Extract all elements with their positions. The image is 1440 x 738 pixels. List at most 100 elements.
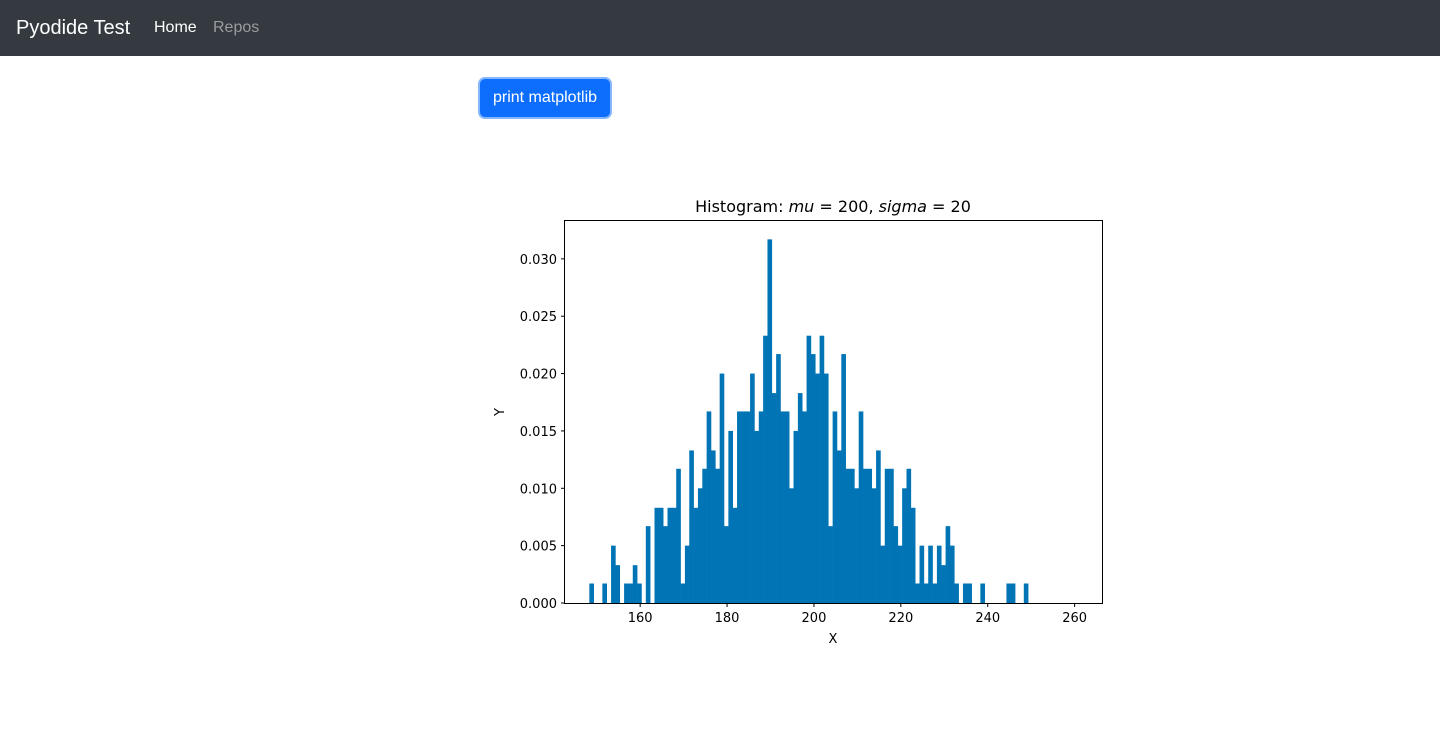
histogram-bar	[741, 411, 747, 603]
histogram-bar	[967, 583, 972, 603]
x-tick-label: 220	[888, 611, 913, 626]
histogram-bar	[684, 545, 690, 603]
x-tick-label: 160	[628, 611, 653, 626]
histogram-bar	[624, 583, 629, 603]
histogram-bar	[863, 468, 868, 603]
histogram-bar	[923, 583, 929, 603]
nav-repos-link[interactable]: Repos	[213, 19, 260, 36]
histogram-bar	[628, 583, 634, 603]
y-tick-label: 0.030	[520, 253, 557, 268]
histogram-bar	[693, 507, 699, 603]
chart-title-mu: mu	[789, 197, 815, 216]
histogram-bar	[754, 430, 760, 603]
histogram-bar	[1023, 583, 1029, 603]
histogram-bar	[776, 354, 781, 603]
histogram-bar	[750, 373, 755, 603]
y-tick-label: 0.005	[520, 540, 557, 555]
histogram-bar	[767, 239, 773, 603]
histogram-bar	[611, 545, 616, 603]
histogram-bar	[954, 583, 959, 603]
histogram-bar	[719, 373, 725, 603]
histogram-bar	[836, 450, 842, 603]
histogram-bar	[737, 411, 742, 603]
nav-home-link[interactable]: Home	[154, 19, 197, 36]
histogram-bar	[845, 468, 851, 603]
histogram-bar	[724, 526, 729, 603]
histogram-bar	[645, 526, 651, 603]
histogram-chart: Histogram: mu = 200, sigma = 20 160 180 20…	[493, 197, 1103, 647]
histogram-bar	[906, 468, 912, 603]
histogram-bar	[828, 526, 833, 603]
histogram-bar	[1006, 583, 1012, 603]
histogram-bar	[810, 354, 816, 603]
histogram-bar	[867, 468, 873, 603]
y-axis-label: Y	[493, 408, 508, 417]
histogram-bar	[689, 450, 694, 603]
histogram-bar	[663, 526, 668, 603]
histogram-bar	[710, 450, 716, 603]
histogram-bar	[745, 411, 751, 603]
histogram-bar	[697, 488, 703, 603]
histogram-bar	[763, 335, 768, 603]
histogram-bar	[871, 488, 877, 603]
brand-link[interactable]: Pyodide Test	[16, 17, 131, 39]
histogram-bar	[823, 373, 829, 603]
histogram-bar	[928, 545, 933, 603]
histogram-bar	[671, 507, 677, 603]
histogram-bar	[706, 411, 712, 603]
histogram-bar	[632, 565, 638, 603]
histogram-bar	[880, 545, 886, 603]
histogram-bar	[615, 565, 621, 603]
x-axis-label: X	[829, 632, 838, 647]
histogram-bar	[876, 450, 881, 603]
histogram-bar	[962, 583, 968, 603]
histogram-bar	[858, 411, 864, 603]
histogram-bar	[802, 411, 807, 603]
histogram-bar	[732, 507, 738, 603]
histogram-bar	[915, 583, 920, 603]
x-tick-label: 200	[802, 611, 827, 626]
histogram-bar	[936, 545, 942, 603]
histogram-bar	[676, 468, 681, 603]
histogram-bar	[667, 507, 673, 603]
histogram-bar	[1010, 583, 1016, 603]
histogram-bar	[932, 583, 938, 603]
histogram-bar	[884, 468, 890, 603]
histogram-bar	[589, 583, 594, 603]
histogram-bar	[728, 430, 733, 603]
chart-title-sigma-value: = 20	[927, 197, 971, 216]
histogram-bar	[910, 507, 916, 603]
histogram-bar	[793, 430, 799, 603]
histogram-bar	[902, 488, 907, 603]
y-tick-label: 0.025	[520, 310, 557, 325]
histogram-bar	[637, 583, 642, 603]
histogram-bar	[949, 545, 955, 603]
plot-frame	[564, 220, 1103, 604]
histogram-bar	[919, 545, 925, 603]
histogram-bar	[702, 468, 707, 603]
histogram-bar	[780, 411, 786, 603]
histogram-bar	[897, 545, 903, 603]
y-tick-label: 0.010	[520, 482, 557, 497]
chart-title-mu-value: = 200,	[814, 197, 878, 216]
histogram-bar	[658, 507, 664, 603]
x-axis-ticks: 160 180 200 220 240 260	[628, 603, 1087, 626]
histogram-bar	[680, 583, 686, 603]
histogram-bar	[850, 468, 855, 603]
histogram-bar	[654, 507, 660, 603]
histogram-bar	[889, 468, 894, 603]
histogram-bar	[945, 526, 951, 603]
histogram-bar	[854, 488, 859, 603]
histogram-bar	[832, 411, 838, 603]
histogram-bars	[589, 239, 1029, 603]
y-tick-label: 0.015	[520, 425, 557, 440]
print-matplotlib-button[interactable]: print matplotlib	[480, 79, 610, 117]
histogram-bar	[841, 354, 846, 603]
x-tick-label: 180	[715, 611, 740, 626]
histogram-bar	[789, 488, 794, 603]
histogram-bar	[941, 565, 946, 603]
chart-title-prefix: Histogram:	[695, 197, 788, 216]
y-axis-ticks: 0.000 0.005 0.010 0.015 0.020 0.025 0.030	[520, 253, 565, 612]
histogram-bar	[815, 373, 820, 603]
x-tick-label: 240	[975, 611, 1000, 626]
